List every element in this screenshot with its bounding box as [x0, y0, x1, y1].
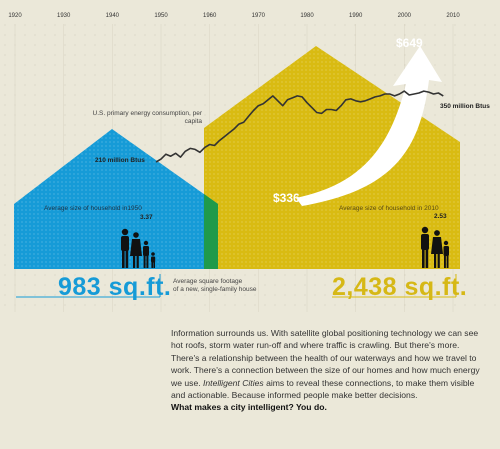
energy-end-label: 350 million Btus — [440, 103, 490, 110]
year-tick-label: 1980 — [300, 13, 314, 19]
energy-start-label: 210 million Btus — [95, 157, 145, 164]
year-tick-label: 2010 — [446, 13, 460, 19]
energy-consumption-line — [155, 90, 444, 163]
family-2010-silhouette — [421, 226, 449, 268]
energy-series-label: U.S. primary energy consumption, per cap… — [92, 110, 202, 125]
household-1950-caption: Average size of household in1950 — [44, 205, 142, 212]
year-tick-label: 1930 — [57, 13, 71, 19]
cost-growth-arrow — [296, 46, 442, 206]
year-tick-label: 1940 — [106, 13, 120, 19]
year-axis: 1920 1930 1940 1950 1960 1970 1980 1990 2000 2010 — [8, 13, 460, 19]
footage-caption: Average square footage of a new, single-… — [173, 278, 256, 294]
house-1950-texture — [14, 129, 218, 269]
cost-end-label: $649 — [396, 36, 423, 50]
year-tick-label: 1960 — [203, 13, 217, 19]
year-tick-label: 1970 — [252, 13, 266, 19]
family-1950-silhouette — [121, 228, 156, 268]
footage-caption-line2: of a new, single-family house — [173, 286, 257, 293]
household-2010-caption: Average size of household in 2010 — [339, 205, 439, 212]
house-1950-sqft: 983 sq.ft. — [58, 273, 172, 301]
paragraph-tagline: What makes a city intelligent? You do. — [171, 402, 327, 413]
year-tick-label: 2000 — [398, 13, 412, 19]
house-2010-texture — [204, 46, 460, 269]
house-2010-sqft: 2,438 sq.ft. — [332, 273, 468, 301]
footage-caption-line1: Average square footage — [173, 278, 243, 285]
year-tick-label: 1950 — [154, 13, 168, 19]
paragraph-text-2: aims to reveal these connections, to mak… — [171, 377, 475, 401]
year-tick-label: 1990 — [349, 13, 363, 19]
house-overlap-shape — [204, 194, 218, 269]
cost-start-label: $336 — [273, 191, 300, 205]
year-tick-label: 1920 — [8, 13, 22, 19]
intro-paragraph: Information surrounds us. With satellite… — [171, 327, 481, 414]
paragraph-italic-title: Intelligent Cities — [203, 377, 264, 388]
household-2010-size: 2.53 — [434, 213, 447, 220]
household-1950-size: 3.37 — [140, 214, 153, 221]
paragraph-text-1: Information surrounds us. With satellite… — [171, 328, 480, 388]
